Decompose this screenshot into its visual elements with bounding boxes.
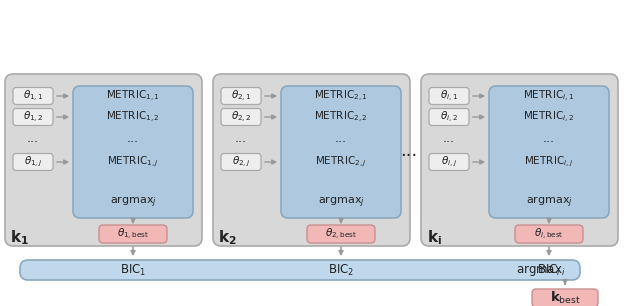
Text: ...: ... [235,132,247,145]
Text: $\bf{k}_i$: $\bf{k}_i$ [428,229,442,247]
FancyBboxPatch shape [221,154,261,170]
Text: $\theta_{2,j}$: $\theta_{2,j}$ [232,155,250,169]
FancyBboxPatch shape [221,109,261,125]
Text: argmax$_j$: argmax$_j$ [317,194,364,210]
FancyBboxPatch shape [213,74,410,246]
Text: $\theta_{1,1}$: $\theta_{1,1}$ [22,88,44,103]
FancyBboxPatch shape [429,154,469,170]
Text: $\theta_{i,\rm best}$: $\theta_{i,\rm best}$ [534,226,564,241]
FancyBboxPatch shape [307,225,375,243]
Text: BIC$_1$: BIC$_1$ [120,263,146,278]
Text: $\theta_{i,j}$: $\theta_{i,j}$ [441,155,457,169]
Text: $\theta_{i,2}$: $\theta_{i,2}$ [440,110,458,125]
Text: ...: ... [443,132,455,145]
FancyBboxPatch shape [421,74,618,246]
FancyBboxPatch shape [532,289,598,306]
Text: $\theta_{1,j}$: $\theta_{1,j}$ [24,155,42,169]
Text: $\theta_{1,2}$: $\theta_{1,2}$ [23,110,44,125]
FancyBboxPatch shape [515,225,583,243]
Text: $\theta_{2,1}$: $\theta_{2,1}$ [230,88,252,103]
Text: BIC$_2$: BIC$_2$ [328,263,354,278]
Text: METRIC$_{2,1}$: METRIC$_{2,1}$ [314,88,368,103]
FancyBboxPatch shape [13,88,53,105]
FancyBboxPatch shape [221,88,261,105]
FancyBboxPatch shape [429,88,469,105]
Text: METRIC$_{i,j}$: METRIC$_{i,j}$ [524,155,573,169]
Text: BIC$_i$: BIC$_i$ [537,263,561,278]
Text: $\theta_{i,1}$: $\theta_{i,1}$ [440,88,458,103]
Text: ...: ... [335,132,347,145]
Text: METRIC$_{2,2}$: METRIC$_{2,2}$ [314,110,368,125]
FancyBboxPatch shape [99,225,167,243]
Text: METRIC$_{1,1}$: METRIC$_{1,1}$ [106,88,160,103]
FancyBboxPatch shape [429,109,469,125]
Text: ...: ... [401,142,418,160]
Text: METRIC$_{i,1}$: METRIC$_{i,1}$ [524,88,575,103]
Text: METRIC$_{1,j}$: METRIC$_{1,j}$ [107,155,159,169]
FancyBboxPatch shape [13,109,53,125]
Text: $\theta_{2,\rm best}$: $\theta_{2,\rm best}$ [325,226,357,241]
FancyBboxPatch shape [489,86,609,218]
Text: $\theta_{1,\rm best}$: $\theta_{1,\rm best}$ [117,226,149,241]
Text: argmax$_j$: argmax$_j$ [109,194,156,210]
Text: METRIC$_{2,j}$: METRIC$_{2,j}$ [315,155,367,169]
Text: $\bf{k}_2$: $\bf{k}_2$ [218,229,236,247]
FancyBboxPatch shape [281,86,401,218]
Text: $\theta_{2,2}$: $\theta_{2,2}$ [231,110,252,125]
Text: METRIC$_{1,2}$: METRIC$_{1,2}$ [106,110,160,125]
Text: argmax$_j$: argmax$_j$ [525,194,572,210]
Text: METRIC$_{i,2}$: METRIC$_{i,2}$ [524,110,575,125]
FancyBboxPatch shape [20,260,580,280]
Text: $\bf{k}_1$: $\bf{k}_1$ [10,229,28,247]
FancyBboxPatch shape [5,74,202,246]
Text: $\bf{k}_{\rm best}$: $\bf{k}_{\rm best}$ [550,290,580,306]
FancyBboxPatch shape [73,86,193,218]
Text: ...: ... [127,132,139,145]
FancyBboxPatch shape [13,154,53,170]
Text: argmax$_i$: argmax$_i$ [516,263,565,278]
Text: ...: ... [543,132,555,145]
Text: ...: ... [27,132,39,145]
